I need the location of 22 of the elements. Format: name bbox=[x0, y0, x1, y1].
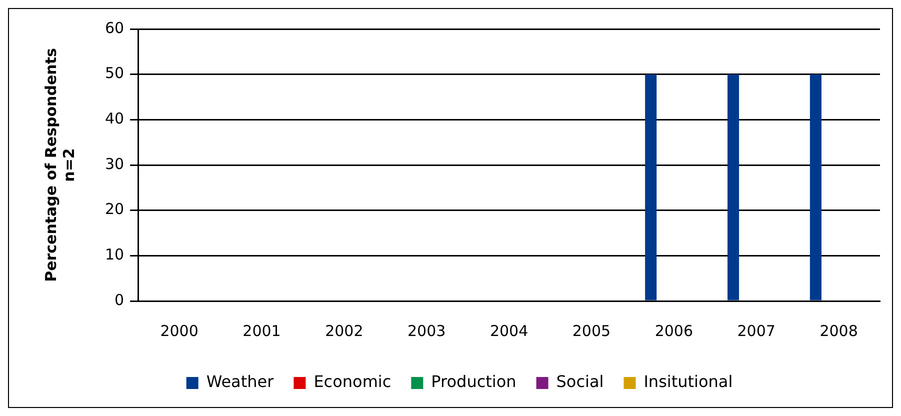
x-tick-label: 2005 bbox=[572, 322, 611, 340]
y-tick-label: 0 bbox=[114, 290, 124, 309]
y-tick-label: 40 bbox=[104, 110, 124, 128]
y-tick-label: 50 bbox=[104, 64, 124, 82]
y-tick-label: 10 bbox=[104, 246, 124, 264]
x-tick-label: 2001 bbox=[242, 322, 281, 340]
x-tick-label: 2006 bbox=[654, 322, 694, 340]
x-tick-label: 2002 bbox=[325, 322, 364, 340]
y-axis-title: Percentage of Respondents n=2 bbox=[42, 48, 78, 282]
y-tick-label: 30 bbox=[104, 154, 124, 173]
y-tick-label: 20 bbox=[104, 200, 124, 218]
legend-label: Social bbox=[556, 372, 604, 392]
x-tick-label: 2000 bbox=[160, 322, 198, 340]
x-tick-label: 2004 bbox=[490, 322, 528, 340]
x-tick-label: 2003 bbox=[408, 322, 446, 340]
legend-label: Insitutional bbox=[644, 372, 733, 392]
legend-label: Economic bbox=[314, 372, 392, 392]
legend-label: Weather bbox=[206, 372, 274, 392]
x-tick-label: 2008 bbox=[820, 322, 858, 340]
x-tick-label: 2007 bbox=[737, 322, 776, 340]
legend-label: Production bbox=[431, 372, 516, 392]
y-tick-label: 60 bbox=[104, 18, 124, 37]
